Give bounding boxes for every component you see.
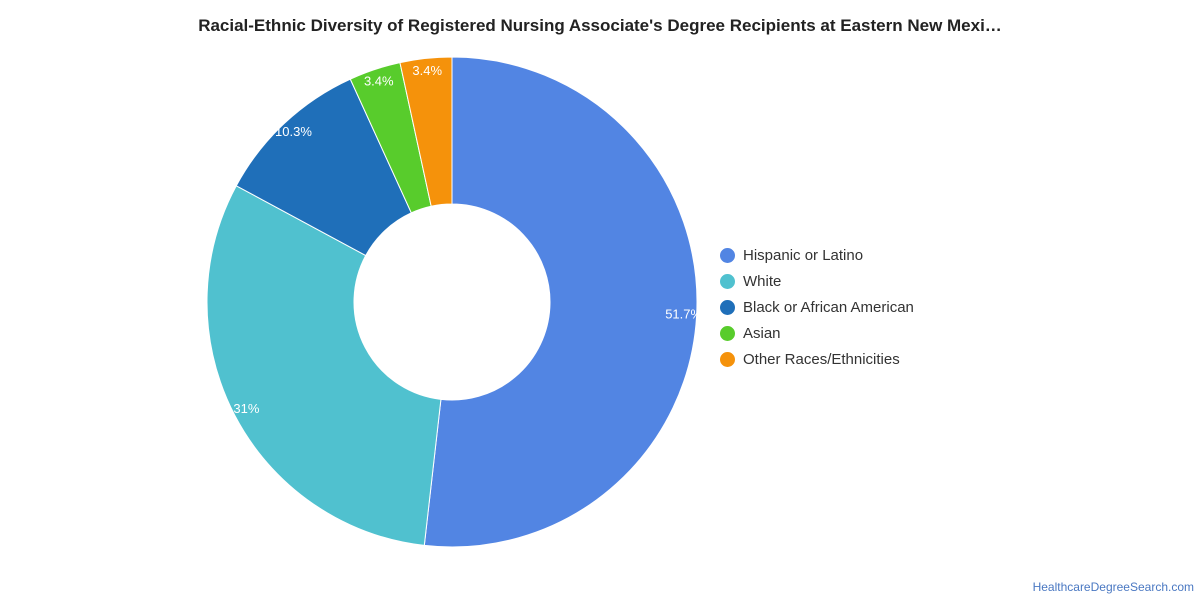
legend-label: White <box>743 272 782 290</box>
slice-other-races-ethnicities[interactable] <box>399 56 453 207</box>
slice-hispanic-or-latino[interactable] <box>423 56 698 548</box>
slice-label: 10.3% <box>275 124 312 139</box>
legend-item[interactable]: Asian <box>720 320 914 346</box>
legend-swatch <box>720 273 735 289</box>
slice-label: 3.4% <box>412 63 442 78</box>
chart-title: Racial-Ethnic Diversity of Registered Nu… <box>198 16 1002 35</box>
legend-label: Other Races/Ethnicities <box>743 350 900 368</box>
legend-swatch <box>720 351 735 367</box>
legend-swatch <box>720 299 735 315</box>
legend-item[interactable]: Hispanic or Latino <box>720 242 914 268</box>
legend-item[interactable]: Other Races/Ethnicities <box>720 346 914 372</box>
slice-black-or-african-american[interactable] <box>235 78 412 257</box>
legend-swatch <box>720 247 735 263</box>
legend-item[interactable]: Black or African American <box>720 294 914 320</box>
slice-label: 31% <box>233 401 259 416</box>
legend-label: Black or African American <box>743 298 914 316</box>
legend-item[interactable]: White <box>720 268 914 294</box>
chart-legend: Hispanic or Latino White Black or African … <box>720 242 914 372</box>
legend-label: Hispanic or Latino <box>743 246 864 264</box>
site-watermark[interactable]: HealthcareDegreeSearch.com <box>1032 580 1194 594</box>
legend-swatch <box>720 325 735 341</box>
legend-label: Asian <box>743 324 781 342</box>
slice-white[interactable] <box>206 185 442 546</box>
slice-label: 3.4% <box>364 73 394 88</box>
slice-label: 51.7% <box>665 307 702 322</box>
